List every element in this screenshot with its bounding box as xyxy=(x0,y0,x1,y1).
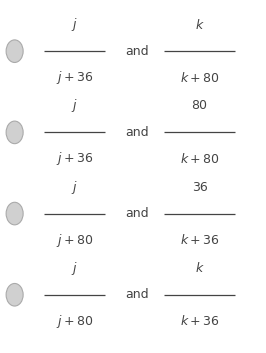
Text: $k$: $k$ xyxy=(195,18,204,32)
Text: $j+36$: $j+36$ xyxy=(56,69,93,86)
Text: and: and xyxy=(125,207,149,220)
Circle shape xyxy=(6,202,23,225)
Text: $j$: $j$ xyxy=(71,97,78,114)
Text: $j$: $j$ xyxy=(71,16,78,33)
Text: $k+80$: $k+80$ xyxy=(180,71,219,85)
Text: and: and xyxy=(125,45,149,58)
Text: 36: 36 xyxy=(192,181,207,193)
Circle shape xyxy=(6,121,23,144)
Text: $j$: $j$ xyxy=(71,179,78,196)
Text: $k+36$: $k+36$ xyxy=(180,233,219,247)
Text: $j+36$: $j+36$ xyxy=(56,150,93,167)
Text: $j+80$: $j+80$ xyxy=(56,232,93,249)
Circle shape xyxy=(6,40,23,62)
Text: and: and xyxy=(125,288,149,301)
Text: $k$: $k$ xyxy=(195,261,204,275)
Text: 80: 80 xyxy=(192,100,207,112)
Circle shape xyxy=(6,283,23,306)
Text: $k+80$: $k+80$ xyxy=(180,152,219,166)
Text: $k+36$: $k+36$ xyxy=(180,314,219,328)
Text: $j+80$: $j+80$ xyxy=(56,313,93,330)
Text: and: and xyxy=(125,126,149,139)
Text: $j$: $j$ xyxy=(71,260,78,277)
